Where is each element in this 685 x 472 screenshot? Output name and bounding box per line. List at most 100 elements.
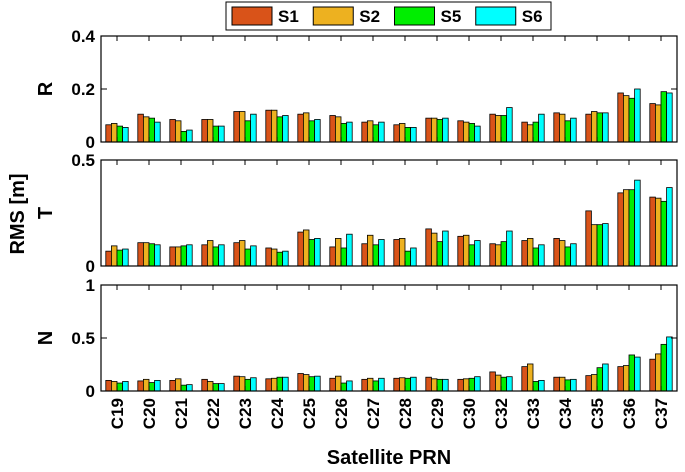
- bar-R-S6-C22: [218, 125, 225, 143]
- bar-N-S2-C20: [142, 378, 150, 392]
- bar-T-S2-C24: [270, 248, 278, 267]
- bar-T-S1-C27: [361, 243, 368, 267]
- bar-N-S6-C19: [122, 381, 129, 392]
- bar-T-S6-C24: [282, 250, 289, 267]
- bar-R-S6-C34: [570, 117, 577, 143]
- legend-label-S5: S5: [441, 7, 462, 26]
- bar-T-S6-C34: [570, 243, 577, 267]
- xtick-label-C36: C36: [620, 398, 639, 429]
- bar-R-S1-C24: [265, 109, 272, 143]
- bar-N-S1-C24: [265, 378, 272, 392]
- ytick-label-T: 0.5: [71, 151, 95, 170]
- bar-N-S5-C19: [116, 382, 123, 392]
- bar-T-S2-C28: [398, 238, 406, 267]
- bar-R-S2-C34: [559, 113, 566, 143]
- legend-label-S6: S6: [522, 7, 543, 26]
- bar-R-S6-C29: [442, 117, 449, 143]
- bar-R-S5-C22: [212, 125, 219, 143]
- legend-label-S2: S2: [359, 7, 380, 26]
- bar-R-S5-C23: [244, 120, 251, 143]
- panel-R: 0 0.2 0.4 R: [35, 27, 678, 152]
- bar-R-S1-C19: [105, 124, 112, 143]
- legend-swatch-S5: [394, 6, 435, 26]
- bar-N-S5-C33: [532, 381, 539, 392]
- bar-R-S5-C20: [148, 117, 155, 143]
- bar-N-S1-C29: [425, 376, 432, 392]
- bar-N-S6-C32: [506, 376, 513, 392]
- bar-N-S6-C28: [410, 376, 417, 392]
- bar-R-S6-C28: [410, 127, 417, 143]
- bar-T-S2-C35: [591, 224, 598, 267]
- bar-N-S2-C27: [366, 377, 374, 392]
- bar-N-S2-C24: [270, 377, 278, 392]
- xtick-label-C21: C21: [172, 398, 191, 429]
- bar-N-S5-C27: [372, 380, 379, 392]
- bar-T-S1-C25: [297, 231, 304, 267]
- bar-T-S5-C36: [628, 189, 635, 267]
- bar-N-S6-C20: [154, 379, 161, 392]
- bar-T-S2-C22: [206, 240, 214, 267]
- bar-N-S5-C32: [500, 376, 507, 392]
- bar-T-S5-C34: [564, 246, 571, 267]
- bar-N-S1-C32: [489, 371, 496, 392]
- bar-R-S2-C35: [591, 111, 598, 143]
- bar-R-S5-C35: [596, 112, 603, 143]
- bar-T-S1-C24: [265, 247, 272, 267]
- bar-N-S1-C30: [457, 378, 464, 392]
- bar-R-S5-C29: [436, 119, 443, 143]
- panel-N: 0 0.5 1 N: [35, 276, 678, 401]
- bar-T-S5-C33: [532, 247, 539, 267]
- bar-R-S1-C37: [649, 103, 656, 143]
- bar-N-S2-C19: [111, 381, 118, 392]
- bar-R-S1-C33: [521, 121, 528, 143]
- bar-R-S5-C28: [404, 127, 411, 143]
- bar-N-S2-C36: [623, 365, 630, 392]
- bar-N-S5-C28: [404, 377, 411, 392]
- xtick-label-C23: C23: [236, 398, 255, 429]
- bar-T-S5-C28: [404, 250, 411, 267]
- bar-N-S2-C37: [655, 353, 662, 392]
- bar-R-S6-C26: [346, 121, 353, 143]
- bar-T-S5-C26: [340, 247, 347, 267]
- bar-N-S1-C19: [105, 379, 112, 392]
- bar-N-S1-C37: [649, 358, 656, 392]
- bar-R-S1-C20: [137, 113, 144, 143]
- legend-swatch-S2: [312, 6, 354, 26]
- bar-N-S6-C27: [378, 377, 385, 392]
- bar-T-S5-C19: [116, 249, 123, 267]
- bar-N-S2-C34: [559, 376, 566, 392]
- bar-R-S2-C28: [398, 123, 406, 143]
- bar-N-S2-C25: [302, 374, 310, 392]
- ytick-label-N: 0: [86, 382, 95, 401]
- bar-R-S1-C36: [617, 92, 624, 143]
- bar-T-S1-C29: [425, 228, 432, 267]
- bar-R-S5-C25: [308, 120, 315, 143]
- bar-T-S5-C23: [244, 248, 251, 267]
- bar-R-S2-C20: [142, 116, 150, 143]
- bar-N-S1-C22: [201, 378, 208, 392]
- bar-N-S2-C29: [430, 378, 438, 392]
- bar-T-S6-C36: [634, 179, 641, 267]
- legend-label-S1: S1: [278, 7, 299, 26]
- xtick-label-C28: C28: [396, 398, 415, 429]
- bar-R-S5-C32: [500, 115, 507, 143]
- xtick-label-C24: C24: [268, 397, 287, 429]
- bar-R-S2-C25: [302, 112, 310, 143]
- bar-T-S6-C26: [346, 233, 353, 267]
- panel-frame-T: [100, 159, 678, 267]
- xtick-label-C26: C26: [332, 398, 351, 429]
- bar-R-S6-C24: [282, 115, 289, 143]
- xtick-label-C22: C22: [204, 398, 223, 429]
- bar-T-S6-C27: [378, 239, 385, 267]
- bar-T-S1-C19: [105, 250, 112, 267]
- ytick-label-N: 1: [86, 276, 95, 295]
- bar-T-S2-C27: [366, 234, 374, 267]
- bar-R-S2-C21: [174, 120, 182, 143]
- bar-T-S1-C30: [457, 235, 464, 267]
- bar-T-S6-C20: [154, 244, 161, 267]
- bar-N-S6-C35: [602, 363, 609, 392]
- bar-N-S2-C23: [238, 376, 246, 392]
- bar-T-S1-C23: [233, 242, 240, 267]
